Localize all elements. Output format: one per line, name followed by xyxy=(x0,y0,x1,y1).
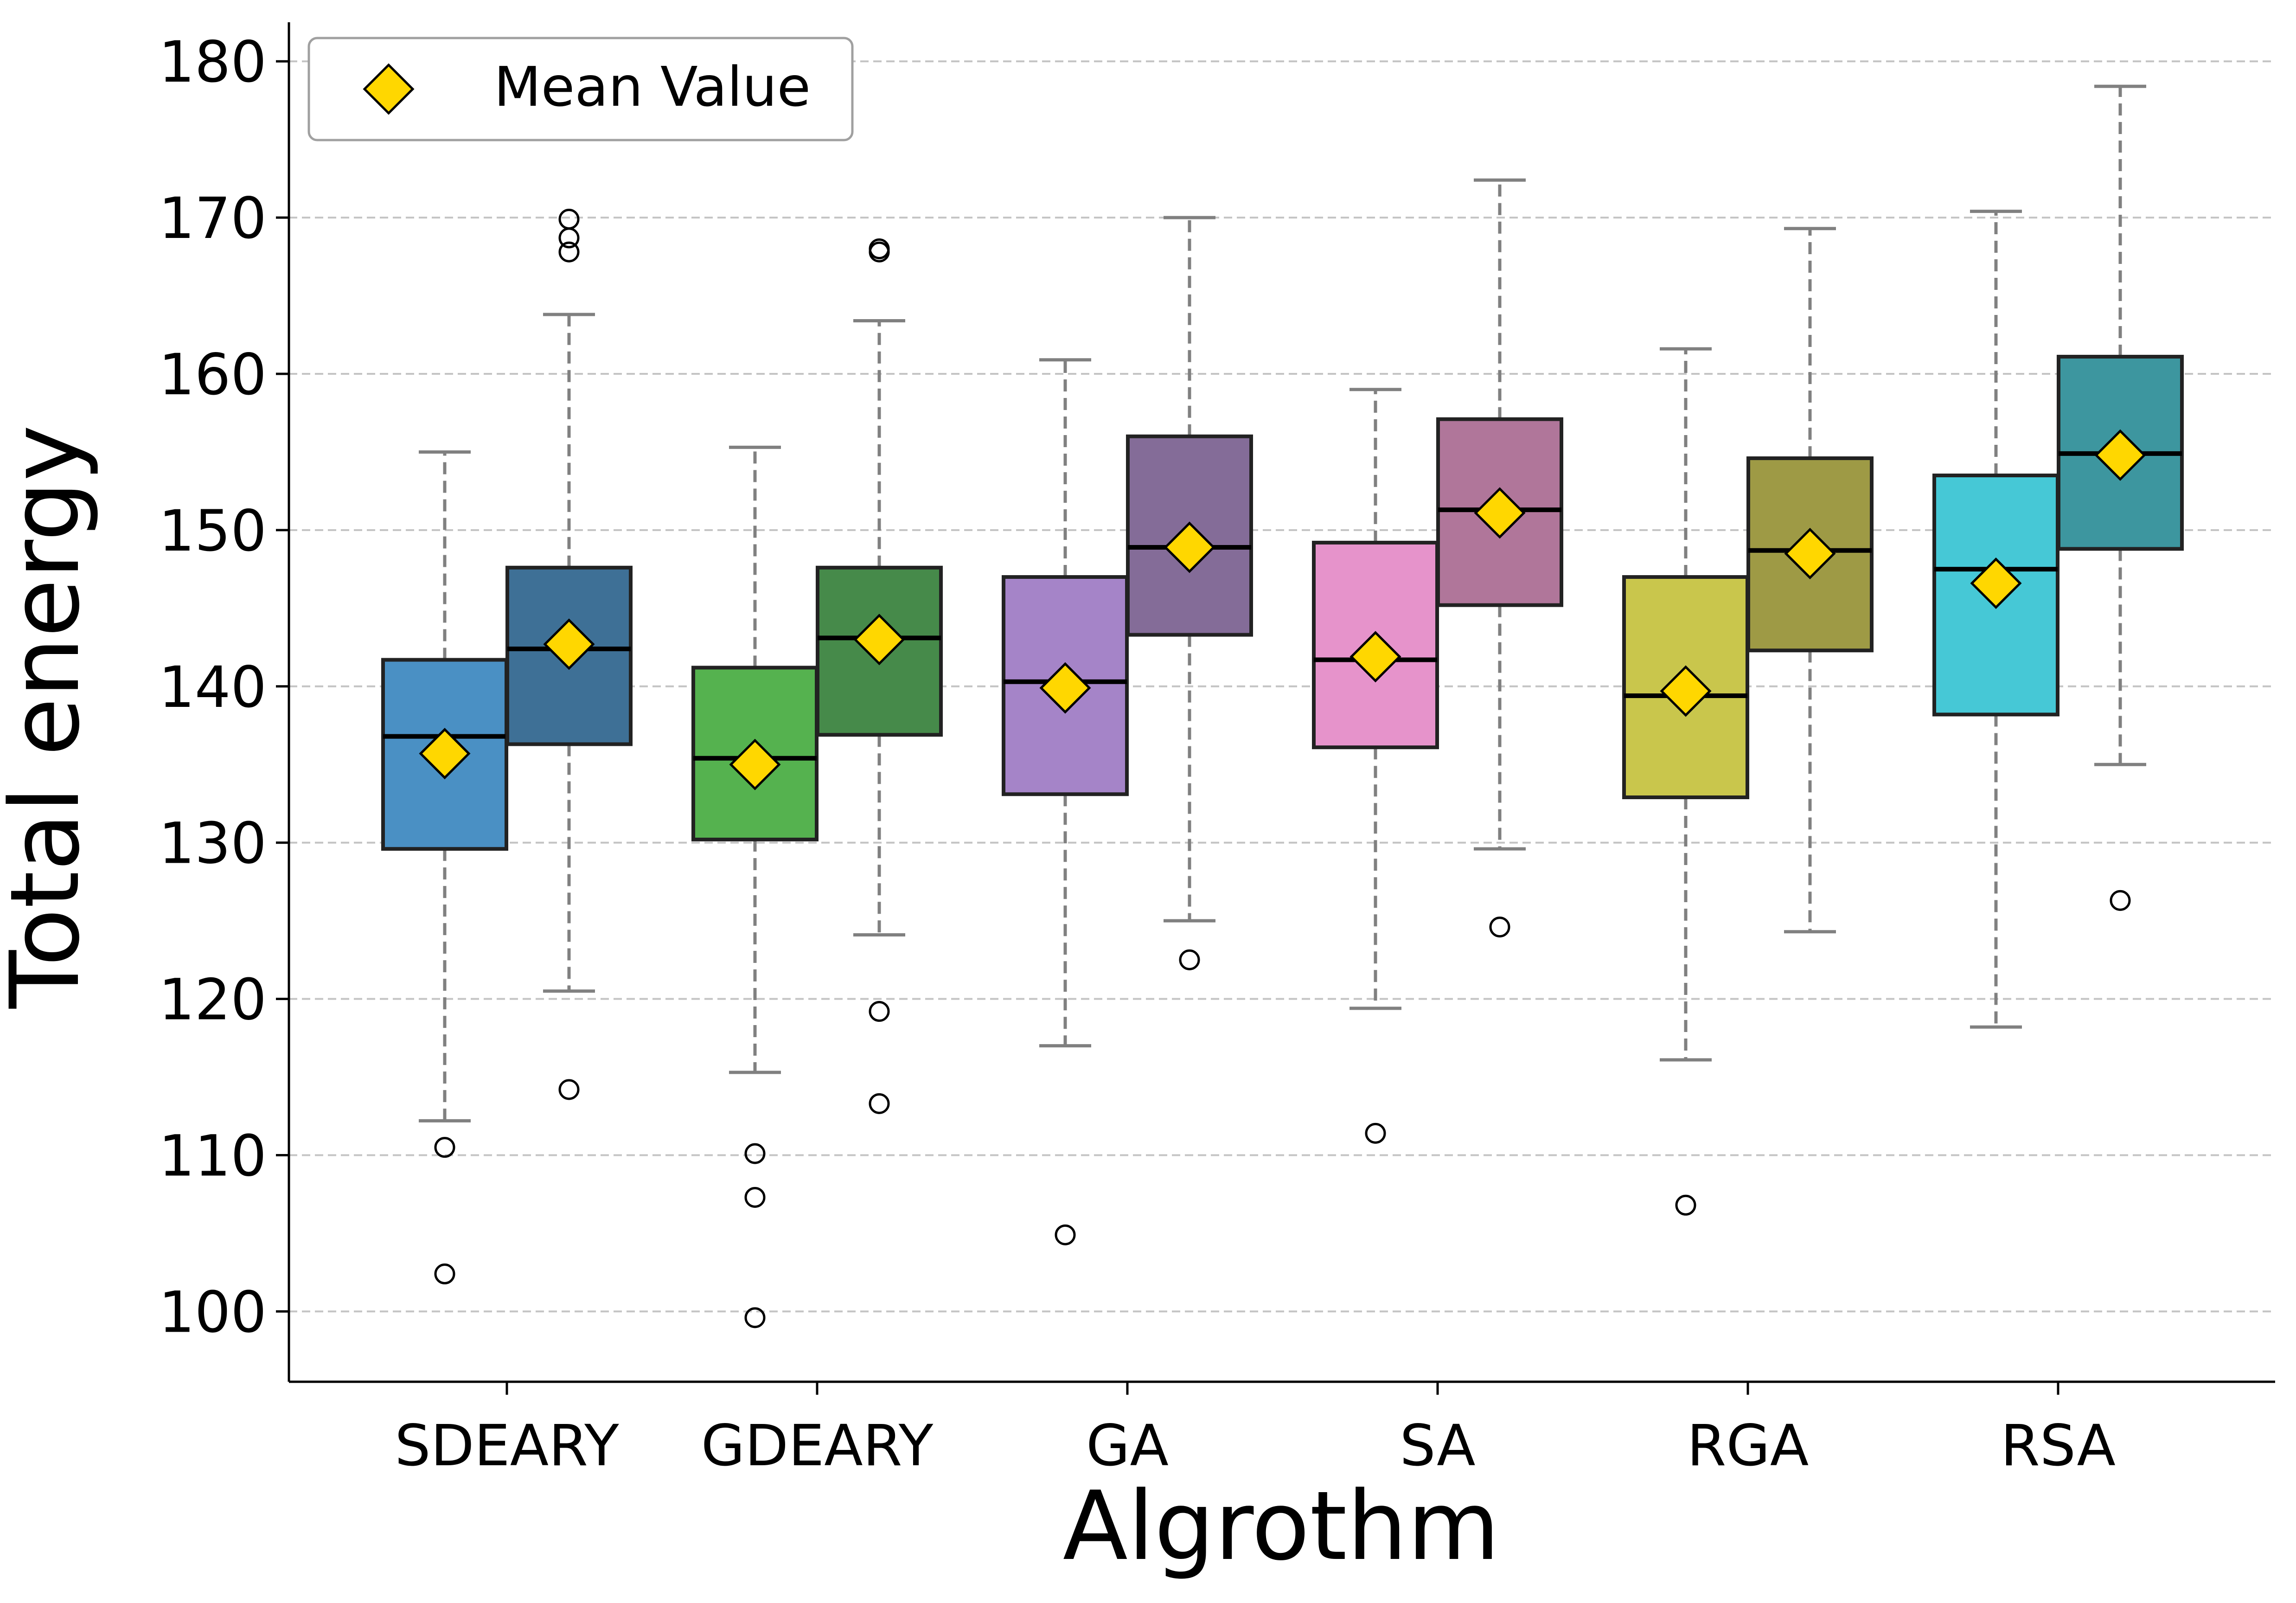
mean-marker xyxy=(2094,429,2146,481)
legend-mean-marker xyxy=(363,63,415,115)
box-sdeary-0 xyxy=(381,450,508,1285)
box-rga-0 xyxy=(1622,347,1749,1216)
outlier-point xyxy=(434,1263,455,1285)
box-gdeary-1 xyxy=(816,238,943,1114)
outlier-point xyxy=(1675,1194,1696,1216)
outlier-point xyxy=(1055,1224,1076,1245)
box-ga-0 xyxy=(1002,358,1129,1245)
outlier-point xyxy=(558,241,580,263)
box-ga-1 xyxy=(1126,216,1253,970)
x-tick-label: SA xyxy=(1400,1413,1475,1479)
y-tick-label: 120 xyxy=(159,967,267,1033)
box-rga-1 xyxy=(1746,227,1874,934)
outlier-point xyxy=(1365,1122,1386,1144)
legend: Mean Value xyxy=(307,37,854,141)
mean-marker xyxy=(1349,631,1401,683)
box-body xyxy=(381,658,508,851)
outlier-point xyxy=(1179,949,1200,970)
legend-label: Mean Value xyxy=(494,55,811,119)
mean-marker xyxy=(1970,557,2022,609)
box-rsa-0 xyxy=(1932,210,2059,1029)
mean-marker xyxy=(1660,665,1712,717)
y-tick-label: 150 xyxy=(159,498,267,564)
box-body xyxy=(1746,456,1874,653)
outlier-point xyxy=(434,1137,455,1158)
outlier-point xyxy=(2110,890,2131,911)
outlier-point xyxy=(744,1307,766,1328)
y-tick-label: 180 xyxy=(159,29,267,95)
y-tick-label: 140 xyxy=(159,654,267,720)
y-tick-label: 100 xyxy=(159,1279,267,1345)
outlier-point xyxy=(744,1143,766,1164)
box-sdeary-1 xyxy=(505,208,633,1100)
mean-marker xyxy=(543,618,595,670)
y-tick-label: 130 xyxy=(159,811,267,877)
x-tick-label: GDEARY xyxy=(701,1413,934,1479)
outlier-point xyxy=(558,1079,580,1100)
box-gdeary-0 xyxy=(691,445,819,1328)
outlier-point xyxy=(744,1186,766,1208)
box-body xyxy=(1312,540,1439,750)
mean-marker xyxy=(1784,527,1836,579)
outlier-point xyxy=(558,227,580,249)
y-axis-title: Total energy xyxy=(0,425,101,1009)
outlier-point xyxy=(869,241,890,263)
box-sa-1 xyxy=(1436,178,1563,938)
mean-marker xyxy=(1039,662,1091,714)
y-tick-label: 160 xyxy=(159,342,267,408)
outlier-point xyxy=(869,1001,890,1022)
box-rsa-1 xyxy=(2057,84,2184,911)
legend-box xyxy=(307,37,854,141)
mean-marker xyxy=(1164,521,1215,573)
mean-marker xyxy=(1474,487,1526,539)
box-sa-0 xyxy=(1312,388,1439,1144)
outlier-point xyxy=(1489,917,1510,938)
x-tick-label: SDEARY xyxy=(395,1413,619,1479)
x-tick-label: RSA xyxy=(2001,1413,2116,1479)
x-tick-label: RGA xyxy=(1687,1413,1809,1479)
x-tick-label: GA xyxy=(1086,1413,1169,1479)
mean-marker xyxy=(419,728,471,780)
mean-marker xyxy=(853,614,905,666)
mean-marker xyxy=(729,738,781,790)
outlier-point xyxy=(869,1093,890,1114)
y-tick-label: 110 xyxy=(159,1123,267,1189)
box-body xyxy=(1932,474,2059,717)
x-axis-title: Algrothm xyxy=(1063,1471,1500,1582)
boxes xyxy=(381,84,2184,1328)
axes: 100 110 120 130 140 150 160 170 180 SDEARY GDEARY G… xyxy=(159,22,2275,1479)
y-tick-label: 170 xyxy=(159,186,267,251)
